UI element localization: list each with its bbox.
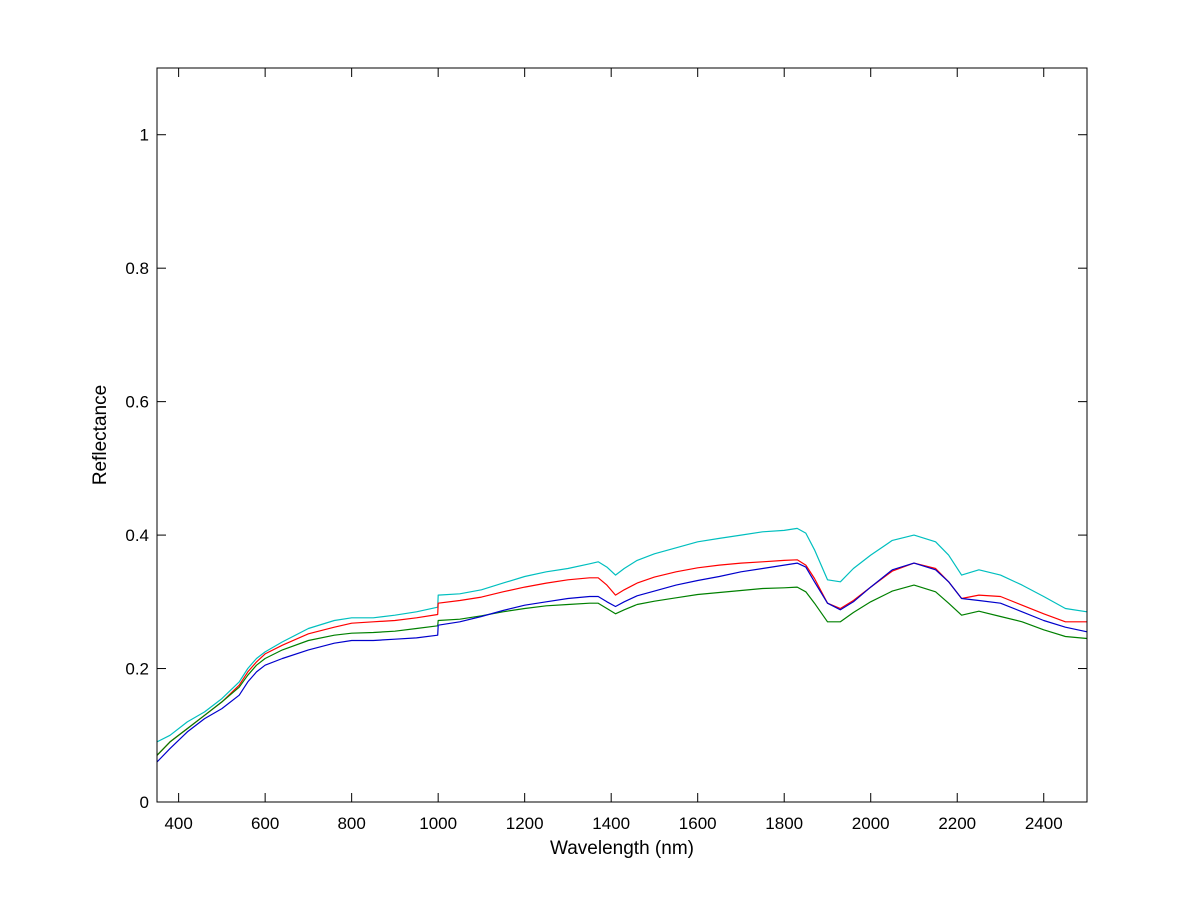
x-tick-label: 2400 [1025,814,1063,833]
axis-ticks [157,68,1087,803]
x-tick-label: 2000 [852,814,890,833]
x-tick-label: 1000 [419,814,457,833]
y-tick-label: 0.6 [125,393,149,412]
y-tick-label: 0.2 [125,660,149,679]
x-tick-label: 1400 [592,814,630,833]
x-tick-label: 2200 [938,814,976,833]
tick-labels: 400 600 800 1000 1200 1400 1600 1800 2000 2200 240… [125,126,1062,833]
plot-frame [156,67,1088,803]
y-axis-label: Reflectance [90,385,111,485]
x-tick-label: 1600 [679,814,717,833]
x-tick-label: 600 [251,814,279,833]
x-tick-label: 800 [337,814,365,833]
y-tick-label: 0.4 [125,526,149,545]
series-line-3 [156,562,1088,763]
series-line-0 [156,527,1088,743]
y-tick-label: 1 [140,126,149,145]
x-tick-label: 1800 [765,814,803,833]
x-tick-label: 400 [164,814,192,833]
plot-lines [156,527,1088,763]
x-axis-label: Wavelength (nm) [550,838,694,859]
series-line-2 [156,584,1088,756]
y-tick-label: 0 [140,793,149,812]
x-tick-label: 1200 [506,814,544,833]
y-tick-label: 0.8 [125,259,149,278]
